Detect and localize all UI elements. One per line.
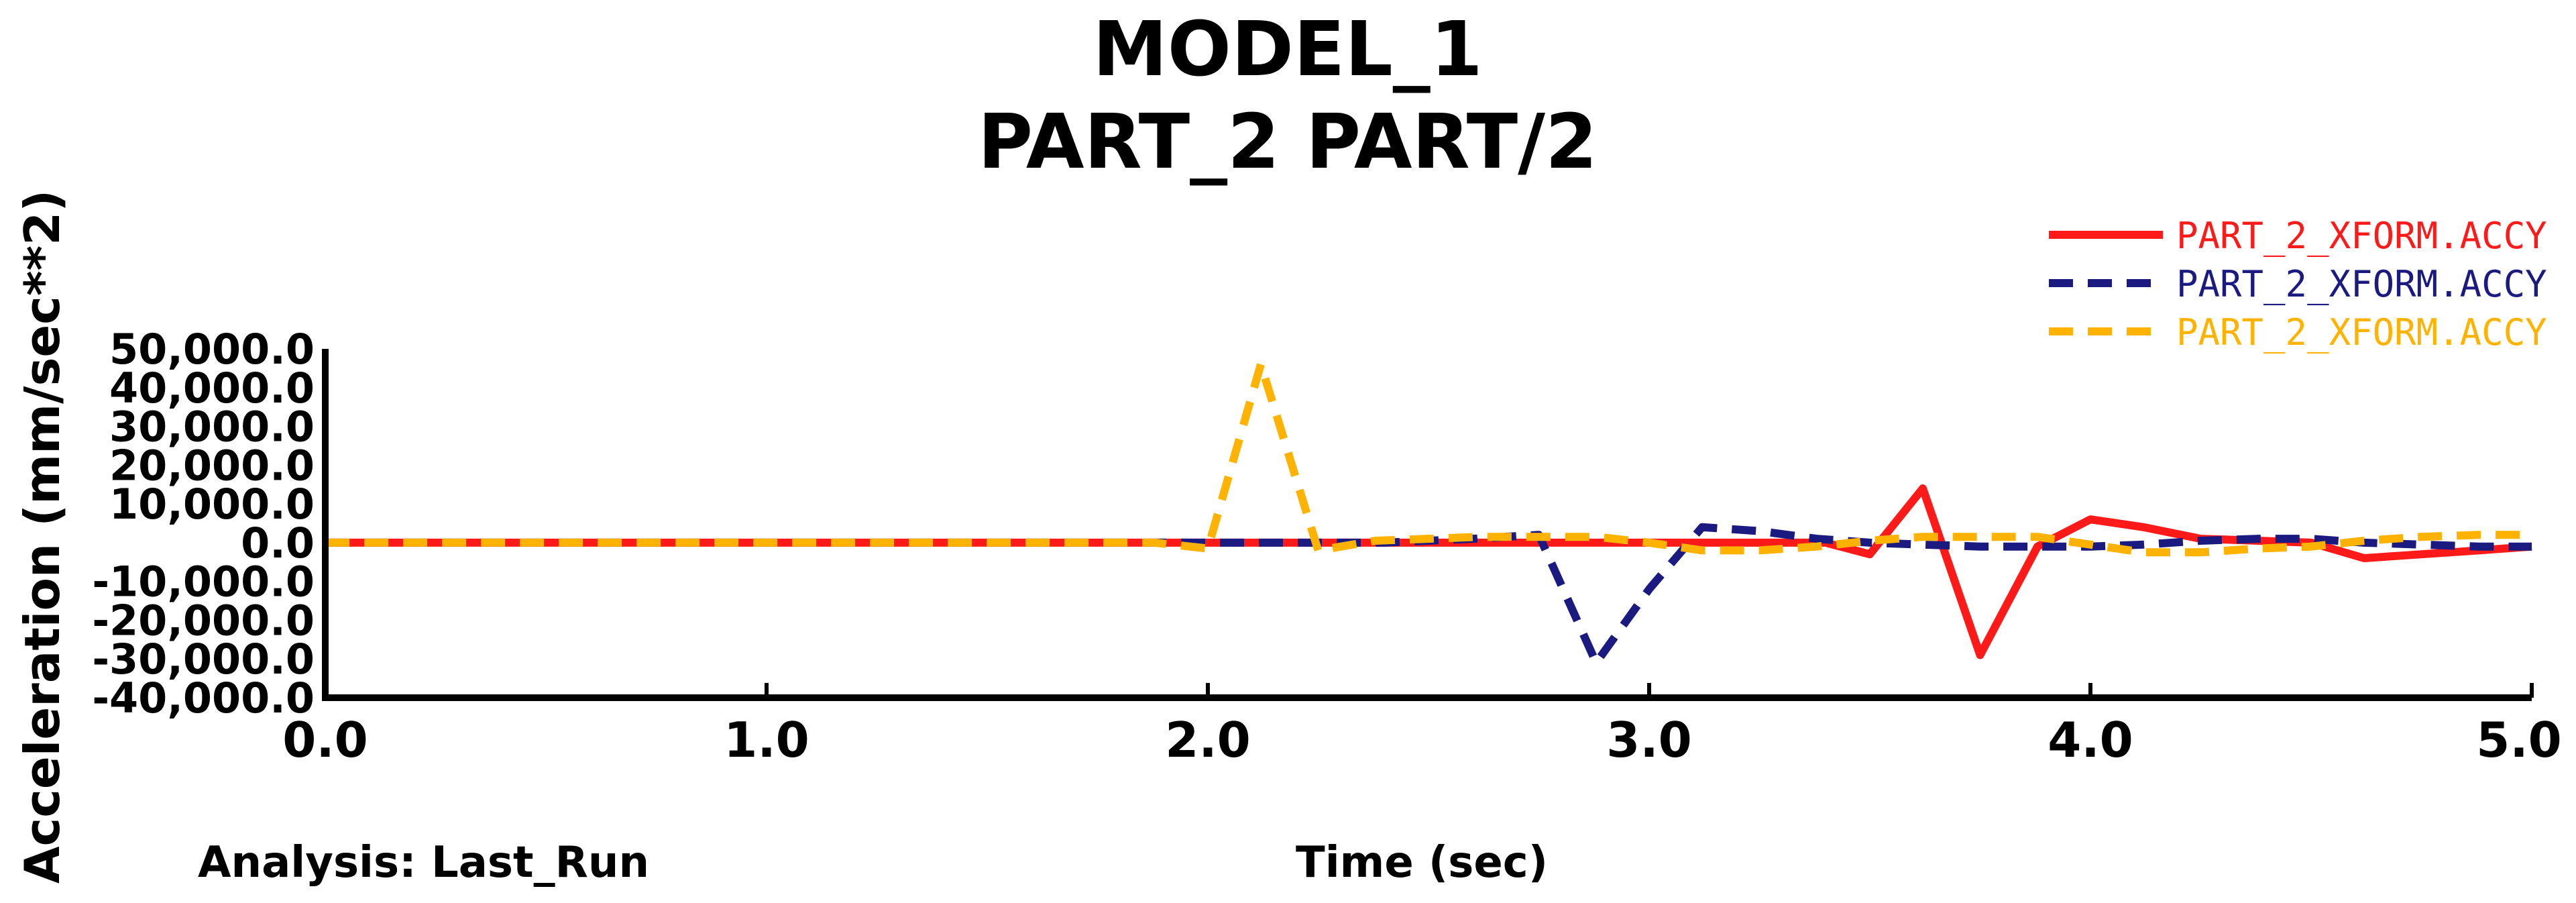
legend-label-3: PART_2_XFORM.ACCY xyxy=(2176,311,2547,354)
y-axis-label: Acceleration (mm/sec**2) xyxy=(14,190,70,884)
x-axis-label: Time (sec) xyxy=(1296,838,1548,888)
x-tick-label: 1.0 xyxy=(724,712,809,768)
y-tick-label: -20,000.0 xyxy=(92,596,315,645)
y-tick-label: -30,000.0 xyxy=(92,635,315,684)
x-tick-label: 0.0 xyxy=(282,712,368,768)
series-line-3 xyxy=(325,360,2532,557)
y-tick-label: 50,000.0 xyxy=(109,325,315,374)
x-tick-label: 3.0 xyxy=(1606,712,1692,768)
y-tick-label: 40,000.0 xyxy=(109,364,315,413)
legend-label-2: PART_2_XFORM.ACCY xyxy=(2176,263,2547,305)
x-tick-label: 2.0 xyxy=(1165,712,1251,768)
legend-label-1: PART_2_XFORM.ACCY xyxy=(2176,215,2547,257)
y-tick-label: 10,000.0 xyxy=(109,480,315,529)
legend: PART_2_XFORM.ACCY PART_2_XFORM.ACCY PART_2… xyxy=(2049,215,2547,354)
series-line-2 xyxy=(325,523,2532,667)
y-tick-label: -40,000.0 xyxy=(92,674,315,723)
chart-title: MODEL_1 xyxy=(1093,6,1482,93)
series-line-1 xyxy=(325,484,2532,659)
plot-area xyxy=(325,360,2532,667)
y-tick-label: 30,000.0 xyxy=(109,403,315,451)
y-tick-label: 0.0 xyxy=(241,519,315,568)
y-tick-label: 20,000.0 xyxy=(109,441,315,490)
y-tick-label: -10,000.0 xyxy=(92,557,315,606)
x-tick-label: 4.0 xyxy=(2048,712,2133,768)
x-tick-label: 5.0 xyxy=(2476,712,2562,768)
analysis-label: Analysis: Last_Run xyxy=(198,838,649,888)
axes: 50,000.040,000.030,000.020,000.010,000.0… xyxy=(92,325,2561,768)
chart-subtitle: PART_2 PART/2 xyxy=(978,99,1598,186)
